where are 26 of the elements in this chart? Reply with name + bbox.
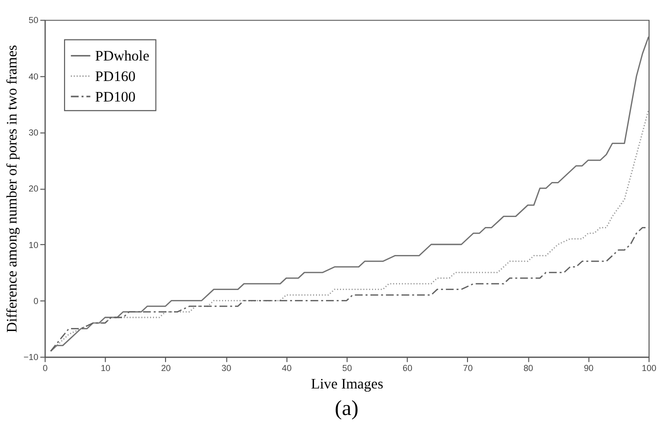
y-tick-label: 30: [28, 128, 38, 138]
y-tick-label: 20: [28, 184, 38, 194]
y-tick-label: −10: [24, 352, 38, 362]
x-tick-label: 90: [584, 362, 594, 373]
x-tick-label: 30: [221, 362, 232, 373]
y-tick-label: 50: [28, 15, 38, 26]
y-tick-label: 10: [28, 240, 38, 250]
legend-label: PD160: [95, 68, 136, 85]
legend-label: PD100: [95, 89, 136, 106]
x-tick-label: 20: [161, 362, 171, 373]
x-tick-label: 100: [642, 362, 656, 373]
y-axis-title: Difference among number of pores in two frames: [4, 44, 21, 333]
legend-label: PDwhole: [95, 48, 150, 65]
x-tick-label: 40: [282, 362, 292, 373]
line-series: [50, 109, 650, 352]
x-tick-label: 0: [42, 362, 48, 373]
x-tick-label: 50: [342, 362, 352, 373]
x-tick-label: 80: [523, 362, 534, 373]
x-tick-label: 70: [463, 362, 473, 373]
text: (a): [334, 396, 358, 420]
y-tick-label: 0: [33, 296, 38, 306]
x-tick-label: 10: [100, 362, 111, 373]
line-series: [50, 36, 650, 352]
x-axis-title: Live Images: [310, 376, 384, 392]
x-tick-label: 60: [402, 362, 412, 373]
y-tick-label: 40: [28, 71, 38, 82]
